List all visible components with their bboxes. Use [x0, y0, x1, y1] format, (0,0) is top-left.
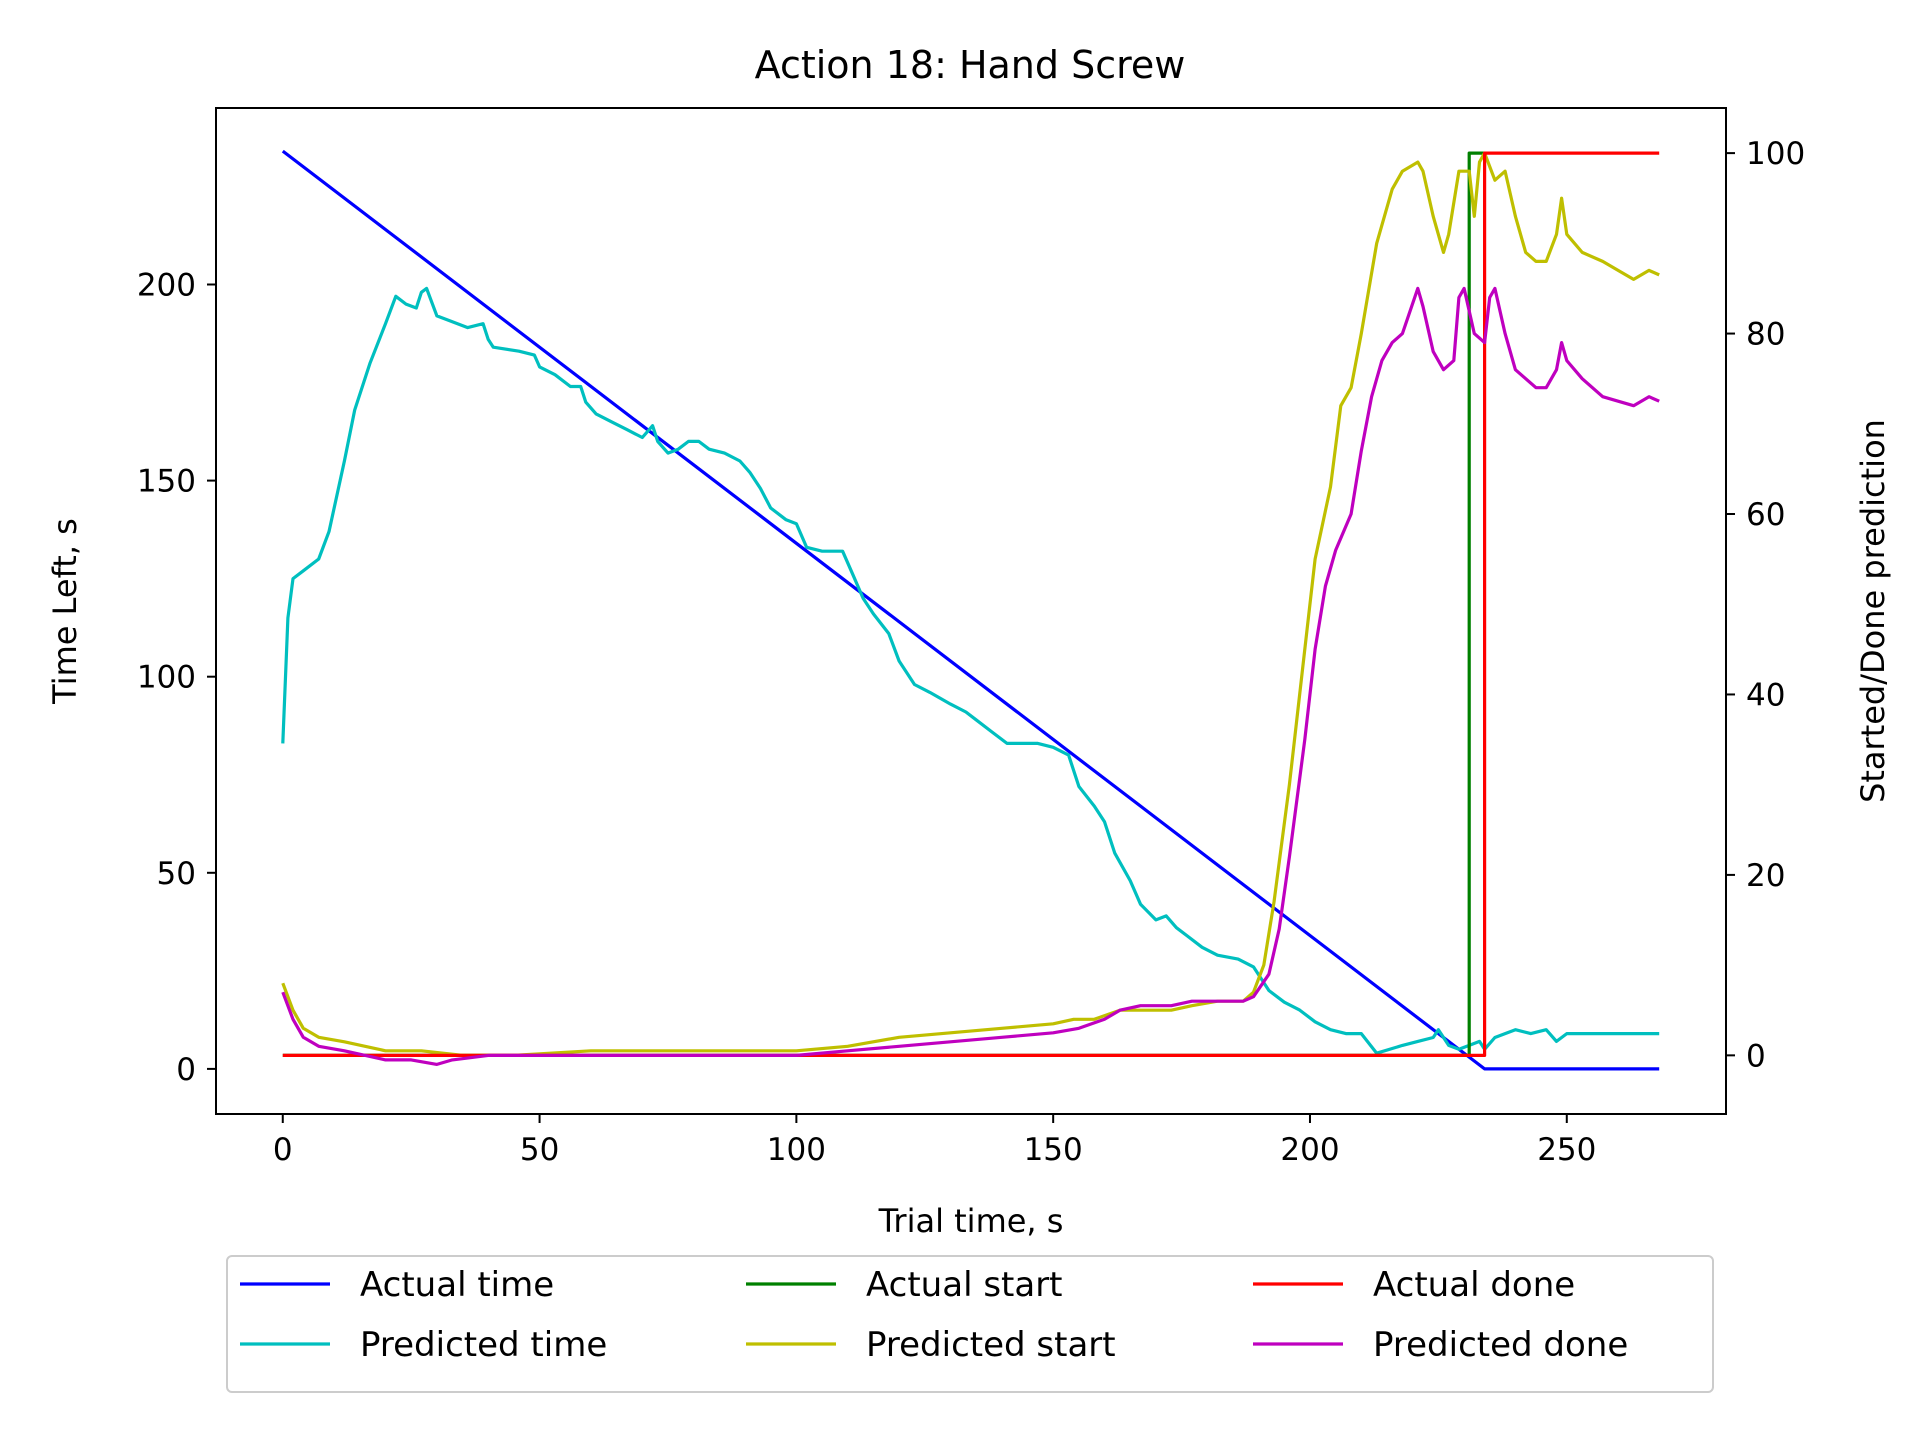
y-axis-title: Time Left, s	[46, 518, 84, 705]
legend-label: Predicted start	[866, 1325, 1116, 1365]
y-axis-left: 0 50 100 150 200	[137, 267, 216, 1088]
legend-label: Actual time	[360, 1265, 554, 1305]
y-right-tick-label: 100	[1746, 136, 1805, 172]
x-tick-label: 250	[1537, 1132, 1596, 1168]
x-tick-label: 50	[520, 1132, 559, 1168]
y-right-tick-label: 60	[1746, 497, 1785, 533]
y-tick-label: 150	[137, 464, 196, 500]
legend-label: Predicted time	[360, 1325, 607, 1365]
x-tick-label: 150	[1024, 1132, 1083, 1168]
legend-items: Actual time Predicted time Actual start Pre…	[240, 1265, 1628, 1365]
series-line-actual-done	[282, 151, 1660, 1058]
legend-label: Predicted done	[1373, 1325, 1628, 1365]
series-line-predicted-start	[281, 151, 1660, 1058]
legend-label: Actual start	[866, 1265, 1063, 1305]
x-tick-label: 0	[273, 1132, 293, 1168]
y-axis-right-title: Started/Done prediction	[1854, 419, 1892, 803]
y-right-tick-label: 80	[1746, 317, 1785, 353]
legend-frame	[226, 1255, 1714, 1393]
x-axis-title: Trial time, s	[878, 1202, 1064, 1240]
y-tick-label: 100	[137, 660, 196, 696]
series-layer	[281, 149, 1660, 1071]
plot-frame	[215, 107, 1727, 1115]
x-tick-label: 200	[1280, 1132, 1339, 1168]
chart-title: Action 18: Hand Screw	[755, 43, 1186, 87]
series-line-predicted-time	[281, 286, 1660, 1055]
y-tick-label: 200	[137, 267, 196, 303]
legend-label: Actual done	[1373, 1265, 1575, 1305]
y-right-tick-label: 0	[1746, 1038, 1766, 1074]
legend: Actual time Predicted time Actual start Pre…	[226, 1255, 1714, 1393]
y-right-tick-label: 40	[1746, 677, 1785, 713]
x-tick-label: 100	[767, 1132, 826, 1168]
y-tick-label: 50	[157, 856, 196, 892]
series-line-predicted-done	[281, 286, 1660, 1067]
y-axis-right: 0 20 40 60 80 100	[1726, 136, 1805, 1074]
series-line-actual-time	[281, 149, 1660, 1071]
x-axis: 0 50 100 150 200 250	[273, 1114, 1596, 1168]
y-right-tick-label: 20	[1746, 858, 1785, 894]
y-tick-label: 0	[176, 1052, 196, 1088]
